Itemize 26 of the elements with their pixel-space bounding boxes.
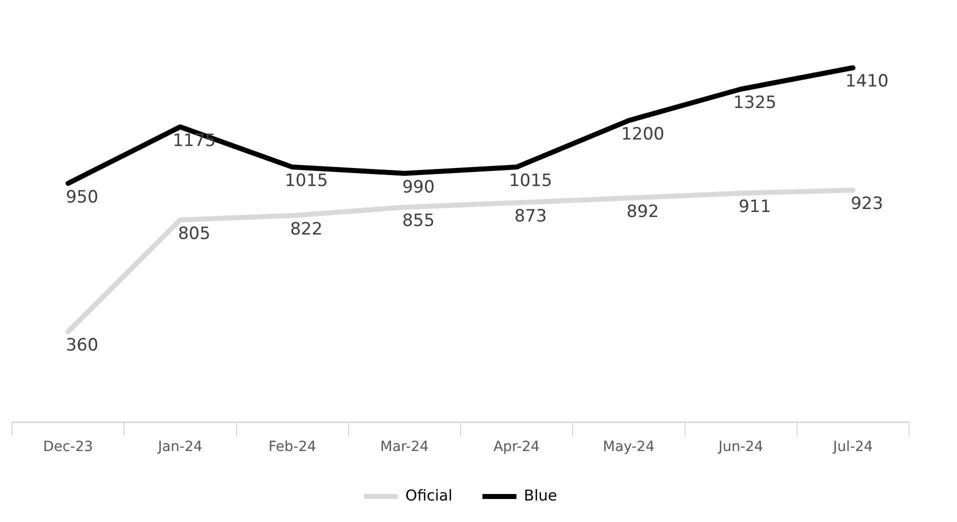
data-label: 873 [514,206,547,227]
data-label: 822 [290,219,323,240]
x-tick-label: Feb-24 [268,439,316,456]
data-label: 1175 [172,130,216,151]
data-label: 990 [402,177,435,198]
x-tick-label: Jun-24 [717,439,764,456]
data-label: 950 [66,187,98,208]
data-label: 1325 [733,93,776,114]
data-label: 1410 [845,72,889,92]
x-tick-label: Mar-24 [380,439,429,456]
data-label: 1200 [621,124,664,144]
legend-label: Oficial [405,486,452,504]
data-label: 911 [738,197,772,218]
x-tick-label: Apr-24 [493,439,540,456]
data-label: 360 [66,336,98,356]
data-label: 1015 [284,170,328,191]
x-tick-label: Jul-24 [832,439,873,456]
x-tick-label: May-24 [602,439,655,456]
data-label: 892 [626,202,659,222]
data-label: 855 [402,211,435,232]
data-label: 1015 [508,170,552,191]
x-tick-label: Dec-23 [43,439,94,456]
data-label: 805 [178,224,210,244]
data-label: 923 [850,194,884,214]
legend-label: Blue [524,486,558,504]
x-tick-label: Jan-24 [156,439,202,456]
